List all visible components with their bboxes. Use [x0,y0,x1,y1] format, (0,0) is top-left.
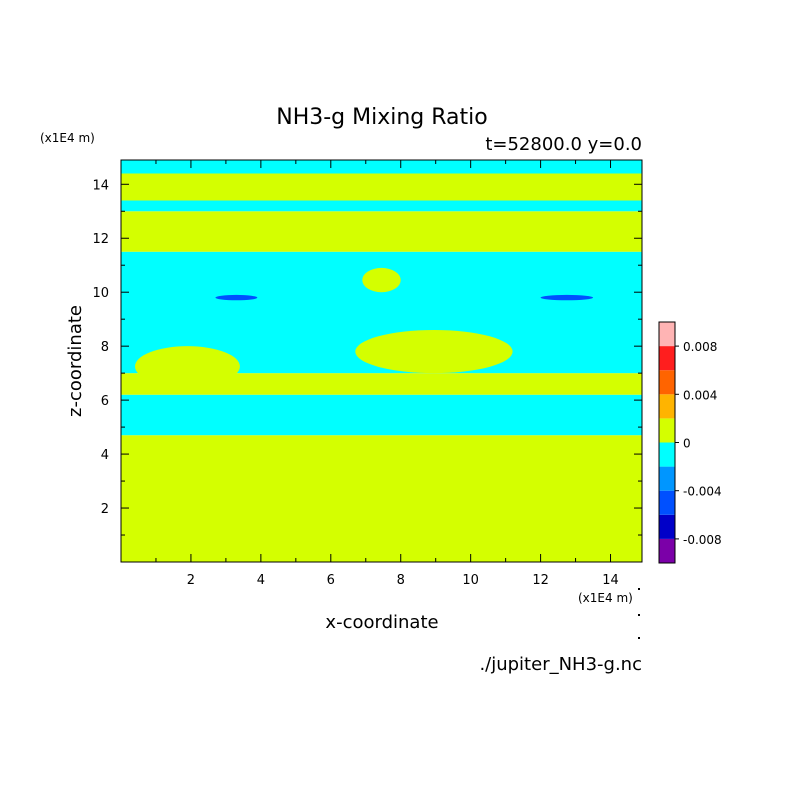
y-tick-label: 4 [101,448,109,463]
colorbar-tick-label: -0.004 [683,485,722,499]
x-axis-label: x-coordinate [325,612,438,633]
x-tick-label: 4 [257,573,265,588]
y-tick-label: 10 [92,286,109,301]
x-axis-ticks: 2 4 6 8 10 12 14 [155,160,619,588]
contour-patch [215,294,258,301]
colorbar-segment [659,370,675,395]
x-tick-label: 8 [397,573,405,588]
contour-patch [362,267,401,293]
plot-frame [120,159,643,563]
x-axis-unit: (x1E4 m) [578,591,633,605]
plot-area [121,160,642,562]
colorbar-segment [659,394,675,419]
y-axis-unit: (x1E4 m) [40,131,95,145]
y-tick-label: 8 [101,340,109,355]
y-tick-label: 2 [101,502,109,517]
axis-marker-dot [638,637,640,639]
colorbar: 0.008 0.004 0 -0.004 -0.008 [658,321,722,564]
colorbar-segment [659,442,675,467]
contour-band [121,211,642,252]
colorbar-segment [659,346,675,371]
contour-band [121,160,642,174]
y-tick-label: 14 [92,178,109,193]
contour-band [121,373,642,395]
axis-marker-dot [638,588,640,590]
colorbar-segment [659,466,675,491]
colorbar-segment [659,538,675,563]
colorbar-tick-label: 0.004 [683,388,717,402]
chart-subtitle: t=52800.0 y=0.0 [485,134,642,155]
colorbar-segment [659,490,675,515]
contour-patch [540,294,594,301]
contour-band [121,394,642,436]
axis-marker-dot [638,614,640,616]
axis-marker-dots [638,588,640,639]
colorbar-tick-label: 0.008 [683,340,717,354]
y-tick-label: 12 [92,232,109,247]
chart-title: NH3-g Mixing Ratio [276,105,488,130]
colorbar-segment [659,322,675,347]
contour-band [121,173,642,201]
x-tick-label: 6 [327,573,335,588]
contour-patch [134,346,240,387]
colorbar-segment [659,514,675,539]
colorbar-tick-label: 0 [683,437,691,451]
x-tick-label: 10 [462,573,479,588]
x-tick-label: 14 [602,573,619,588]
colorbar-tick-label: -0.008 [683,533,722,547]
source-filename: ./jupiter_NH3-g.nc [479,654,642,675]
x-tick-label: 2 [187,573,195,588]
contour-band [121,435,642,562]
x-tick-label: 12 [532,573,549,588]
y-axis-ticks: 2 4 6 8 10 12 14 [92,178,642,536]
y-axis-label: z-coordinate [65,305,86,417]
contour-patch [355,329,513,374]
contour-band [121,200,642,212]
colorbar-segment [659,418,675,443]
y-tick-label: 6 [101,394,109,409]
